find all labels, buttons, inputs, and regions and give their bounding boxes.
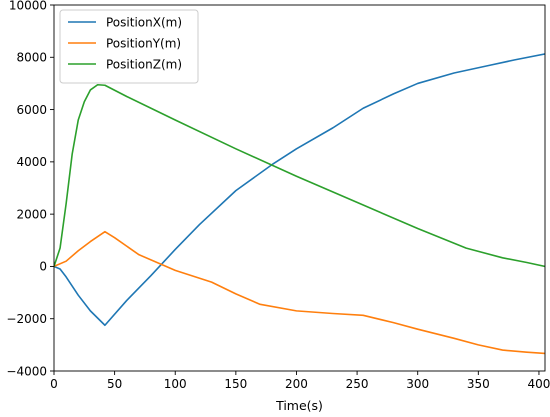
y-tick-label: 0	[39, 260, 47, 274]
x-tick-label: 200	[285, 377, 308, 391]
y-tick-label: 8000	[16, 51, 47, 65]
series-line-1	[54, 53, 545, 327]
x-tick-label: 350	[467, 377, 490, 391]
legend-label: PositionX(m)	[106, 16, 182, 30]
plot-frame	[53, 4, 546, 372]
x-tick-label: 0	[50, 377, 58, 391]
x-tick-label: 400	[527, 377, 550, 391]
x-tick-label: 50	[107, 377, 122, 391]
legend: PositionX(m) PositionY(m) PositionZ(m)	[59, 9, 199, 84]
axes	[53, 4, 546, 372]
y-tick-label: −2000	[6, 312, 47, 326]
y-tick-label: −4000	[6, 364, 47, 378]
y-tick-label: 2000	[16, 207, 47, 221]
legend-label: PositionY(m)	[106, 37, 181, 51]
x-tick-label: 300	[406, 377, 429, 391]
y-tick-label: 4000	[16, 155, 47, 169]
series-line-3	[54, 83, 545, 268]
plot-area	[54, 53, 545, 355]
x-axis-label: Time(s)	[275, 398, 323, 413]
ticks: 0 50 100 150 200 250 300 350 400 −4000 −2000 0 2000 4…	[6, 0, 550, 391]
y-tick-label: 10000	[9, 0, 47, 12]
y-tick-label: 6000	[16, 103, 47, 117]
x-tick-label: 150	[224, 377, 247, 391]
series-line-2	[54, 230, 545, 355]
x-tick-label: 250	[346, 377, 369, 391]
x-tick-label: 100	[164, 377, 187, 391]
legend-label: PositionZ(m)	[106, 58, 182, 72]
